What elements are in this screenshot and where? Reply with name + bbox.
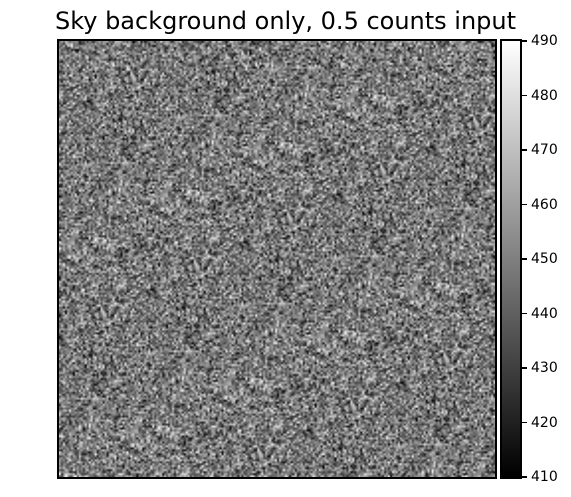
colorbar-tick: [522, 367, 527, 369]
colorbar-tick: [522, 422, 527, 424]
colorbar-tick-label: 470: [531, 142, 558, 158]
colorbar-tick: [522, 40, 527, 42]
noise-image-canvas: [59, 41, 495, 477]
colorbar-tick-label: 450: [531, 251, 558, 267]
colorbar-tick-label: 440: [531, 306, 558, 322]
noise-image: [57, 39, 497, 479]
colorbar-tick-label: 410: [531, 469, 558, 485]
colorbar-tick-label: 490: [531, 33, 558, 49]
colorbar-tick-label: 420: [531, 415, 558, 431]
colorbar-tick-label: 460: [531, 197, 558, 213]
chart-title: Sky background only, 0.5 counts input: [0, 4, 571, 38]
colorbar-tick: [522, 149, 527, 151]
colorbar-tick-label: 480: [531, 88, 558, 104]
colorbar: [500, 39, 522, 479]
colorbar-tick: [522, 204, 527, 206]
colorbar-tick: [522, 258, 527, 260]
colorbar-tick-label: 430: [531, 360, 558, 376]
colorbar-tick: [522, 476, 527, 478]
colorbar-tick: [522, 95, 527, 97]
colorbar-ticks: 410 420 430 440 450 460 470 480 490: [522, 39, 571, 479]
colorbar-tick: [522, 313, 527, 315]
